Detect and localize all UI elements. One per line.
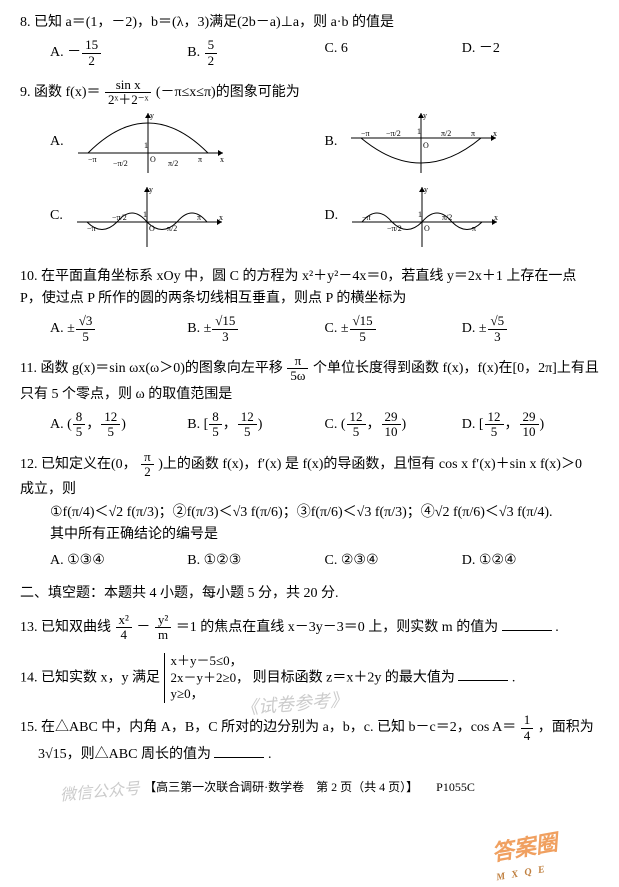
graph-C: C. yx 1 −π−π/2 Oπ/2π: [50, 182, 325, 252]
qnum: 11.: [20, 361, 37, 376]
qtext-b: (－π≤x≤π)的图象可能为: [156, 85, 300, 100]
svg-text:O: O: [423, 141, 429, 150]
plot-A-icon: y x 1 −π −π/2 Oπ/2 π: [68, 108, 228, 178]
blank-14: [458, 666, 508, 681]
svg-text:y: y: [423, 111, 427, 120]
plot-C-icon: yx 1 −π−π/2 Oπ/2π: [67, 182, 227, 252]
svg-text:1: 1: [418, 210, 422, 219]
svg-text:−π/2: −π/2: [387, 224, 402, 233]
question-11: 11. 函数 g(x)＝sin ωx(ω＞0)的图象向左平移 π5ω 个单位长度…: [20, 354, 599, 440]
opt-B: B. ①②③: [187, 550, 324, 572]
q12-textc: 其中所有正确结论的编号是: [50, 524, 599, 546]
svg-text:y: y: [150, 111, 154, 120]
opt-D: D. [125，2910): [462, 410, 599, 440]
plot-D-icon: yx 1 −π−π/2 Oπ/2π: [342, 182, 502, 252]
qnum: 9.: [20, 85, 31, 100]
question-15: 15. 在△ABC 中，内角 A，B，C 所对的边分别为 a，b，c. 已知 b…: [20, 713, 599, 766]
opt-A: A. ①③④: [50, 550, 187, 572]
qtext: 在平面直角坐标系 xOy 中，圆 C 的方程为 x²＋y²－4x＝0，若直线 y…: [20, 269, 576, 306]
svg-text:y: y: [149, 185, 153, 194]
graph-D: D. yx 1 −π−π/2 Oπ/2π: [325, 182, 600, 252]
question-10: 10. 在平面直角坐标系 xOy 中，圆 C 的方程为 x²＋y²－4x＝0，若…: [20, 266, 599, 344]
qtext: 已知 a＝(1，－2)，b＝(λ，3)满足(2b－a)⊥a，则 a·b 的值是: [34, 15, 394, 30]
opt-D: D. －2: [462, 38, 599, 68]
svg-text:x: x: [220, 155, 224, 164]
q10-options: A. ±√35 B. ±√153 C. ±√155 D. ±√53: [50, 314, 599, 344]
qtext-a: 函数 g(x)＝sin ωx(ω＞0)的图象向左平移: [40, 361, 282, 376]
svg-text:x: x: [493, 129, 497, 138]
svg-text:−π/2: −π/2: [386, 129, 401, 138]
svg-text:−π: −π: [88, 155, 97, 164]
opt-D: D. ①②④: [462, 550, 599, 572]
q11-options: A. (85，125) B. [85，125) C. (125，2910) D.…: [50, 410, 599, 440]
opt-B: B. [85，125): [187, 410, 324, 440]
question-9: 9. 函数 f(x)＝ sin x2ˣ＋2⁻ˣ (－π≤x≤π)的图象可能为 A…: [20, 78, 599, 256]
q9-frac: sin x2ˣ＋2⁻ˣ: [105, 78, 151, 108]
q14-cases: x＋y－5≤0， 2x－y＋2≥0， y≥0，: [164, 653, 250, 704]
qnum: 12.: [20, 457, 38, 472]
qnum: 10.: [20, 269, 38, 284]
svg-text:−π: −π: [361, 129, 370, 138]
svg-text:π: π: [198, 155, 202, 164]
opt-B: B. 52: [187, 38, 324, 68]
blank-15: [214, 743, 264, 758]
footer-left: 【高三第一次联合调研·数学卷 第 2 页（共 4 页）】: [144, 780, 418, 794]
graph-A: A. yx 1 −π−π/2 Oπ/2π: [50, 108, 325, 178]
svg-text:π/2: π/2: [441, 129, 451, 138]
question-13: 13. 已知双曲线 x²4 － y²m ＝1 的焦点在直线 x－3y－3＝0 上…: [20, 613, 599, 643]
section-2-header: 二、填空题：本题共 4 小题，每小题 5 分，共 20 分.: [20, 583, 599, 605]
svg-text:O: O: [150, 155, 156, 164]
svg-text:π/2: π/2: [168, 159, 178, 168]
opt-A: A. －152: [50, 38, 187, 68]
stamp-icon: 答案圈M X Q E: [489, 825, 563, 887]
blank-13: [502, 616, 552, 631]
svg-text:1: 1: [144, 141, 148, 150]
graph-B: B. yx 1 −π−π/2 Oπ/2π: [325, 108, 600, 178]
qnum: 8.: [20, 15, 31, 30]
q12-options: A. ①③④ B. ①②③ C. ②③④ D. ①②④: [50, 550, 599, 572]
question-14: 14. 已知实数 x，y 满足 x＋y－5≤0， 2x－y＋2≥0， y≥0， …: [20, 653, 599, 704]
footer-right: P1055C: [436, 780, 475, 794]
opt-A: A. (85，125): [50, 410, 187, 440]
opt-C: C. ±√155: [325, 314, 462, 344]
svg-text:x: x: [494, 213, 498, 222]
svg-text:−π/2: −π/2: [113, 159, 128, 168]
svg-text:−π/2: −π/2: [112, 213, 127, 222]
q12-items: ①f(π/4)＜√2 f(π/3)；②f(π/3)＜√3 f(π/6)；③f(π…: [50, 502, 599, 524]
svg-text:1: 1: [417, 127, 421, 136]
q9-graphs: A. yx 1 −π−π/2 Oπ/2π B. yx 1 −π−π/2 Oπ/2…: [50, 108, 599, 256]
qnum: 15.: [20, 720, 38, 735]
qtext-a: 已知定义在(0，: [41, 457, 137, 472]
page-footer: 【高三第一次联合调研·数学卷 第 2 页（共 4 页）】 P1055C: [20, 778, 599, 797]
opt-A: A. ±√35: [50, 314, 187, 344]
svg-text:1: 1: [143, 210, 147, 219]
opt-C: C. ②③④: [325, 550, 462, 572]
qnum: 13.: [20, 620, 38, 635]
opt-B: B. ±√153: [187, 314, 324, 344]
plot-B-icon: y x 1 −π −π/2 Oπ/2 π: [341, 108, 501, 178]
opt-C: C. (125，2910): [325, 410, 462, 440]
opt-D: D. ±√53: [462, 314, 599, 344]
svg-text:O: O: [424, 224, 430, 233]
qnum: 14.: [20, 670, 38, 685]
svg-text:y: y: [424, 185, 428, 194]
qtext-a: 函数 f(x)＝: [34, 85, 101, 100]
svg-text:x: x: [219, 213, 223, 222]
question-12: 12. 已知定义在(0， π2 )上的函数 f(x)，f′(x) 是 f(x)的…: [20, 450, 599, 573]
question-8: 8. 已知 a＝(1，－2)，b＝(λ，3)满足(2b－a)⊥a，则 a·b 的…: [20, 12, 599, 68]
svg-text:π: π: [471, 129, 475, 138]
svg-text:O: O: [149, 224, 155, 233]
q8-options: A. －152 B. 52 C. 6 D. －2: [50, 38, 599, 68]
opt-C: C. 6: [325, 38, 462, 68]
